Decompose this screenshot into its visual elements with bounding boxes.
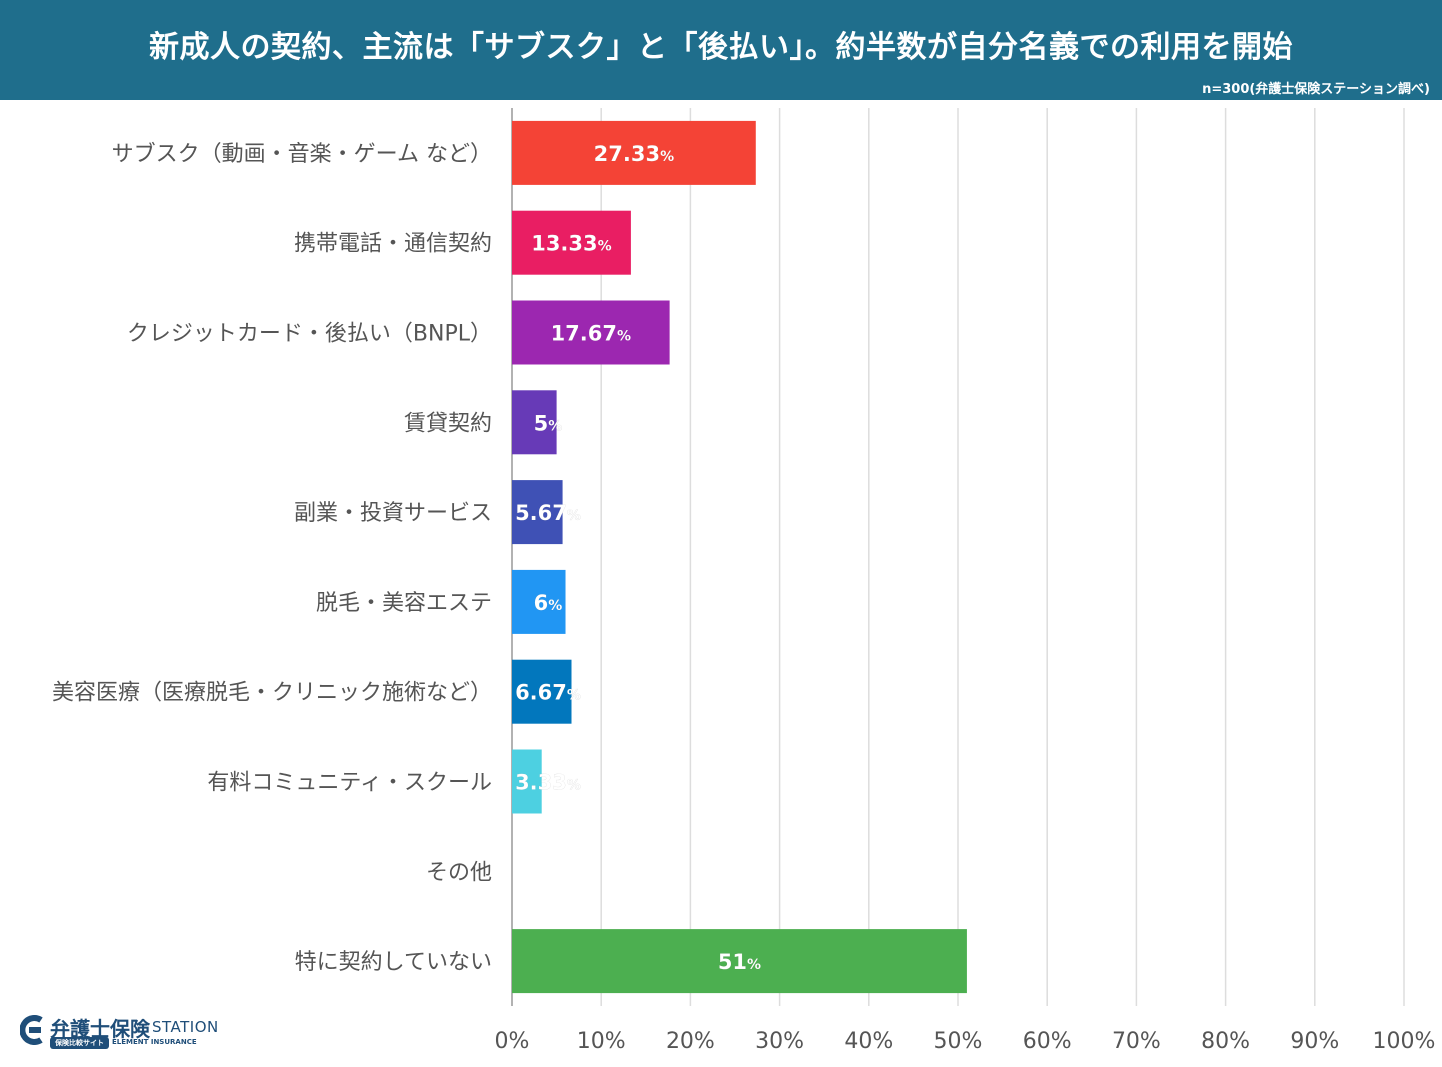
x-tick-label: 30% xyxy=(755,1029,804,1054)
category-label: 脱毛・美容エステ xyxy=(316,591,492,616)
bar xyxy=(512,120,756,185)
data-label-unit: % xyxy=(617,329,631,345)
category-label: サブスク（動画・音楽・ゲーム など） xyxy=(112,142,492,167)
logo-badge: 保険比較サイト xyxy=(50,1037,109,1049)
bar xyxy=(512,480,563,545)
category-label: 特に契約していない xyxy=(295,950,492,975)
data-label-unit: % xyxy=(660,149,674,165)
bar xyxy=(512,210,631,275)
x-tick-label: 100% xyxy=(1373,1029,1436,1054)
bar-chart: 0% 10% 20% 30% 40% 50% 60% 70% 80% 90% 100% サブスク（動画… xyxy=(52,108,1436,1054)
bar xyxy=(512,749,542,814)
bar xyxy=(512,390,557,455)
bar xyxy=(512,929,967,994)
category-label: 美容医療（医療脱毛・クリニック施術など） xyxy=(52,681,492,706)
bar xyxy=(512,659,572,724)
data-label-unit: % xyxy=(598,239,612,255)
bar xyxy=(512,569,566,634)
logo: 弁護士保険 STATION 保険比較サイト ELEMENT INSURANCE xyxy=(20,1013,240,1053)
data-label: 5% xyxy=(534,411,563,435)
category-label: 有料コミュニティ・スクール xyxy=(207,771,492,796)
x-tick-label: 20% xyxy=(666,1029,715,1054)
category-label: クレジットカード・後払い（BNPL） xyxy=(127,322,492,347)
logo-sub: ELEMENT INSURANCE xyxy=(112,1038,197,1046)
category-label: その他 xyxy=(426,860,492,885)
data-label-unit: % xyxy=(567,688,581,704)
x-tick-label: 90% xyxy=(1290,1029,1339,1054)
data-label: 3.33% xyxy=(515,771,581,795)
data-label: 5.67% xyxy=(515,501,581,525)
category-label: 携帯電話・通信契約 xyxy=(294,232,492,257)
logo-station: STATION xyxy=(152,1018,219,1036)
data-label: 6% xyxy=(534,591,563,615)
sample-note: n=300(弁護士保険ステーション調べ) xyxy=(1202,82,1430,97)
category-label: 賃貸契約 xyxy=(404,411,492,436)
x-tick-label: 70% xyxy=(1112,1029,1161,1054)
data-label-unit: % xyxy=(567,778,581,794)
x-tick-label: 10% xyxy=(577,1029,626,1054)
data-label-unit: % xyxy=(567,508,581,524)
x-tick-label: 0% xyxy=(495,1029,530,1054)
category-label: 副業・投資サービス xyxy=(294,501,492,526)
title-banner: 新成人の契約、主流は「サブスク」と「後払い」。約半数が自分名義での利用を開始 n… xyxy=(0,0,1442,100)
data-label-unit: % xyxy=(747,957,761,973)
chart-title: 新成人の契約、主流は「サブスク」と「後払い」。約半数が自分名義での利用を開始 xyxy=(149,30,1293,65)
data-label-unit: % xyxy=(548,418,562,434)
bar xyxy=(512,300,670,365)
x-tick-label: 50% xyxy=(934,1029,983,1054)
x-tick-label: 40% xyxy=(844,1029,893,1054)
logo-mark-icon xyxy=(20,1015,43,1045)
data-label-unit: % xyxy=(548,598,562,614)
x-tick-label: 80% xyxy=(1201,1029,1250,1054)
x-tick-label: 60% xyxy=(1023,1029,1072,1054)
